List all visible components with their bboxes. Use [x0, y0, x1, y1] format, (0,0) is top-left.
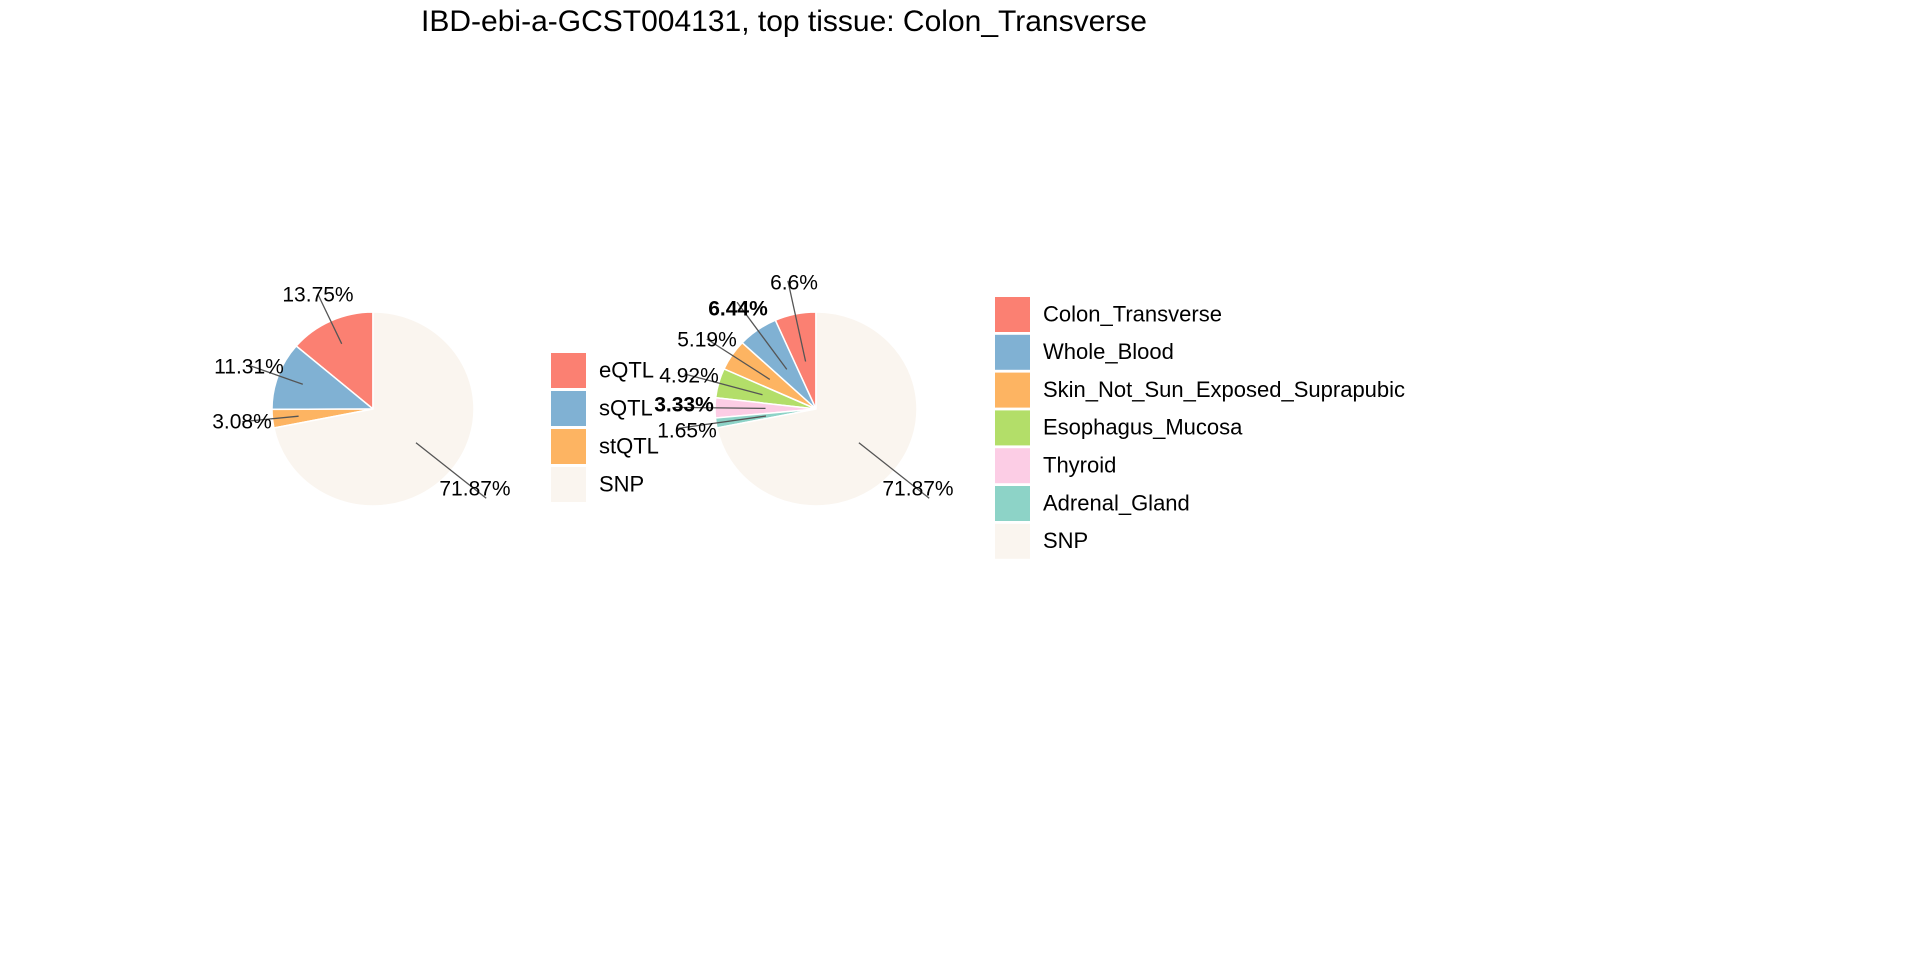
- legend-qtl-types: eQTL sQTL stQTL SNP: [551, 353, 659, 502]
- slice-label-snp: 71.87%: [882, 478, 953, 501]
- slice-label-esophagus-mucosa: 4.92%: [659, 365, 719, 388]
- legend-label-whole-blood: Whole_Blood: [1043, 339, 1174, 364]
- legend-label-eqtl: eQTL: [599, 357, 654, 382]
- legend-key-whole-blood: [995, 334, 1030, 370]
- legend-key-stqtl: [551, 429, 586, 464]
- slice-label-sqtl: 11.31%: [214, 356, 284, 379]
- leader-line-snp: [415, 442, 487, 499]
- slice-label-whole-blood: 6.44%: [708, 298, 768, 321]
- slice-label-stqtl: 3.08%: [212, 411, 272, 434]
- legend-label-snp: SNP: [599, 471, 644, 496]
- legend-label-adrenal-gland: Adrenal_Gland: [1043, 490, 1190, 515]
- leader-line-snp: [858, 442, 930, 499]
- legend-label-thyroid: Thyroid: [1043, 453, 1116, 478]
- legend-label-esophagus-mucosa: Esophagus_Mucosa: [1043, 415, 1243, 440]
- slice-label-eqtl: 13.75%: [282, 284, 353, 307]
- legend-key-sqtl: [551, 391, 586, 426]
- slice-label-skin-not-sun-exposed-suprapubic: 5.19%: [677, 329, 737, 352]
- legend-label-sqtl: sQTL: [599, 395, 653, 420]
- legend-label-stqtl: stQTL: [599, 433, 659, 458]
- slice-label-snp: 71.87%: [439, 478, 510, 501]
- leader-line-eqtl: [317, 294, 343, 345]
- legend-key-esophagus-mucosa: [995, 410, 1030, 446]
- legend-key-thyroid: [995, 448, 1030, 484]
- leader-line-skin-not-sun-exposed-suprapubic: [706, 338, 771, 380]
- leader-line-thyroid: [674, 406, 766, 410]
- slice-label-colon-transverse: 6.6%: [770, 272, 818, 295]
- leader-line-sqtl: [249, 364, 304, 385]
- leader-line-esophagus-mucosa: [684, 373, 763, 396]
- legend-key-snp: [551, 467, 586, 502]
- slice-label-thyroid: 3.33%: [654, 394, 714, 417]
- leader-line-colon-transverse: [787, 280, 807, 362]
- legend-key-skin-not-sun-exposed-suprapubic: [995, 372, 1030, 408]
- legend-key-colon-transverse: [995, 297, 1030, 332]
- legend-key-adrenal-gland: [995, 486, 1030, 521]
- chart-title: IBD-ebi-a-GCST004131, top tissue: Colon_…: [421, 5, 1147, 38]
- leader-line-stqtl: [242, 415, 299, 423]
- legend-label-skin-not-sun-exposed-suprapubic: Skin_Not_Sun_Exposed_Suprapubic: [1043, 377, 1405, 402]
- leader-line-adrenal-gland: [676, 415, 767, 430]
- legend-tissues: Colon_Transverse Whole_Blood Skin_Not_Sun_…: [995, 297, 1405, 559]
- legend-label-snp: SNP: [1043, 528, 1088, 553]
- legend-key-snp: [995, 523, 1030, 559]
- legend-key-eqtl: [551, 353, 586, 388]
- leader-line-whole-blood: [736, 301, 788, 370]
- legend-label-colon-transverse: Colon_Transverse: [1043, 301, 1222, 326]
- pie-chart-tissues: 6.6%6.44% 5.19% 4.92% 3.33% 1.65% 71.87%: [654, 272, 954, 507]
- pie-chart-qtl-types: 13.75% 11.31% 3.08% 71.87%: [212, 284, 511, 507]
- slice-label-adrenal-gland: 1.65%: [657, 420, 717, 443]
